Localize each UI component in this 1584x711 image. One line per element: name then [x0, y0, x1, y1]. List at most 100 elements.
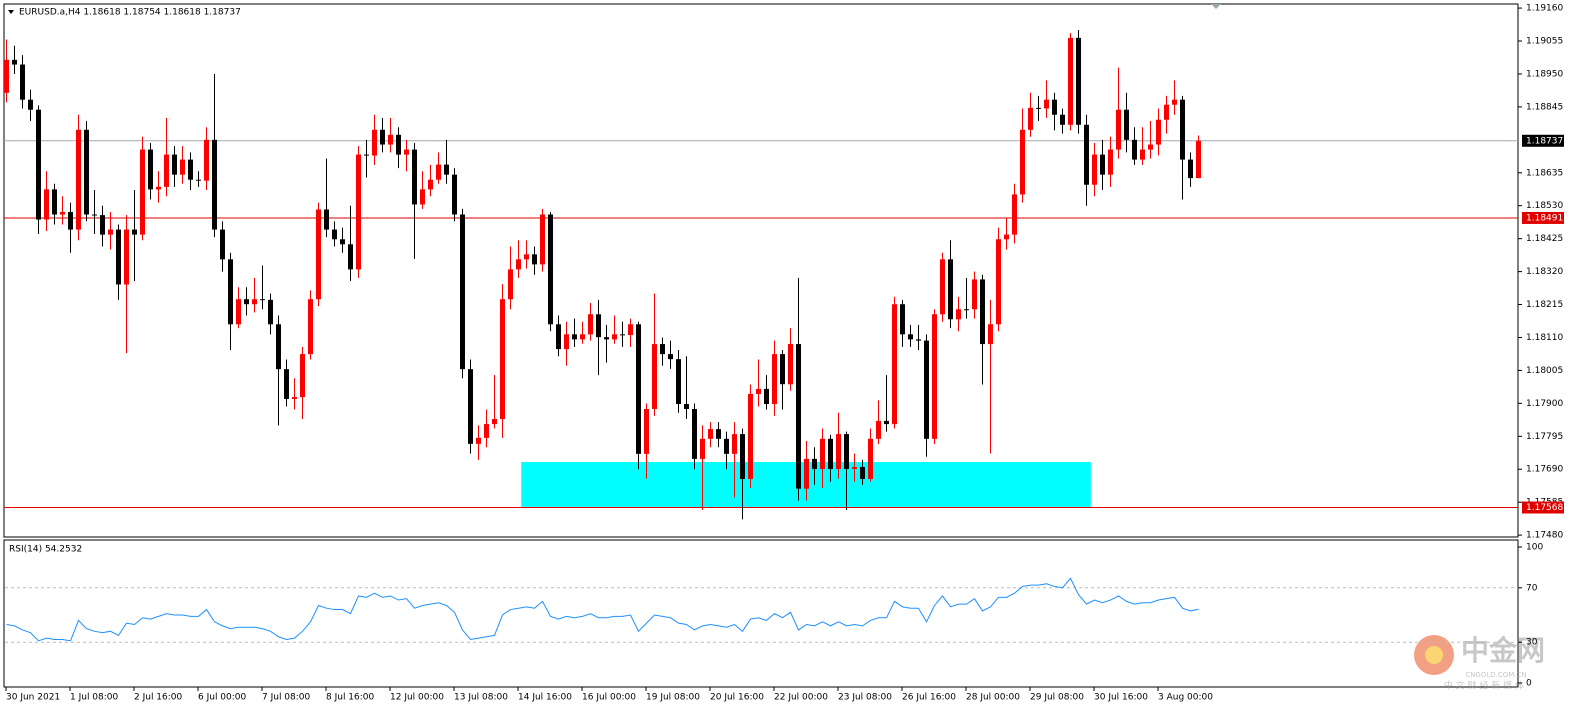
x-tick-label: 16 Jul 00:00 — [582, 693, 636, 703]
candle-body — [820, 438, 825, 469]
watermark-slogan: 中 文 财 经 新 媒 体 — [1444, 680, 1524, 692]
candle-body — [1060, 114, 1065, 125]
candle-body — [1012, 194, 1017, 235]
candle-body — [76, 129, 81, 230]
candle-body — [252, 299, 257, 305]
candle-body — [876, 420, 881, 439]
watermark-logo-inner — [1425, 646, 1443, 664]
candle-body — [652, 344, 657, 410]
candle-body — [716, 429, 721, 439]
candle-body — [1028, 107, 1033, 130]
candle-body — [60, 211, 65, 215]
candle-body — [1036, 107, 1041, 109]
candle-body — [484, 424, 489, 438]
candle-body — [12, 59, 17, 65]
x-tick-label: 1 Jul 08:00 — [70, 693, 119, 703]
candle-body — [828, 438, 833, 469]
candle-body — [428, 179, 433, 190]
candle-body — [1076, 37, 1081, 125]
candle-body — [156, 186, 161, 190]
x-tick-label: 3 Aug 00:00 — [1158, 693, 1213, 703]
y-tick-label: 1.18005 — [1526, 366, 1563, 376]
candle-body — [324, 209, 329, 230]
rsi-tick-label: 30 — [1526, 638, 1538, 648]
candle-body — [604, 337, 609, 340]
candle-body — [972, 279, 977, 310]
x-tick-label: 22 Jul 00:00 — [774, 693, 828, 703]
candle-body — [772, 354, 777, 404]
candle-body — [1196, 140, 1201, 179]
x-tick-label: 26 Jul 16:00 — [902, 693, 956, 703]
candle-body — [636, 324, 641, 454]
header: EURUSD.a,H4 1.18618 1.18754 1.18618 1.18… — [19, 8, 241, 18]
rsi-tick-label: 100 — [1526, 543, 1543, 553]
y-tick-label: 1.18530 — [1526, 201, 1563, 211]
y-tick-label: 1.18845 — [1526, 102, 1563, 112]
level-label: 1.18737 — [1526, 136, 1563, 146]
candle-body — [436, 164, 441, 180]
candle-body — [468, 369, 473, 444]
candle-body — [780, 354, 785, 385]
candle-body — [68, 211, 73, 230]
candle-body — [212, 139, 217, 230]
menu-triangle[interactable] — [8, 10, 14, 14]
candle-body — [92, 214, 97, 216]
candle-body — [372, 129, 377, 156]
candle-body — [1084, 124, 1089, 185]
candle-body — [412, 149, 417, 205]
rsi-panel — [3, 539, 1519, 688]
candle-body — [916, 339, 921, 341]
candle-body — [1004, 234, 1009, 240]
x-tick-label: 19 Jul 08:00 — [646, 693, 700, 703]
candle-body — [924, 340, 929, 439]
x-tick-label: 30 Jun 2021 — [6, 693, 60, 703]
candle-body — [660, 344, 665, 355]
candle-body — [532, 254, 537, 265]
candle-body — [308, 299, 313, 355]
candle-body — [1116, 109, 1121, 150]
candle-body — [444, 164, 449, 175]
candle-body — [244, 299, 249, 305]
candle-body — [1052, 99, 1057, 115]
candle-body — [1068, 37, 1073, 125]
candle-body — [332, 229, 337, 240]
candle-body — [404, 149, 409, 155]
x-tick-label: 20 Jul 16:00 — [710, 693, 764, 703]
candle-body — [132, 229, 137, 235]
candle-body — [180, 159, 185, 175]
candle-body — [668, 354, 673, 360]
candle-body — [764, 388, 769, 404]
x-tick-label: 29 Jul 08:00 — [1030, 693, 1084, 703]
watermark-name: 中金网 — [1461, 634, 1545, 667]
y-tick-label: 1.17690 — [1526, 465, 1563, 475]
candle-body — [612, 334, 617, 340]
candle-body — [1124, 109, 1129, 140]
candle-body — [884, 420, 889, 425]
candle-body — [812, 458, 817, 469]
y-tick-label: 1.18215 — [1526, 300, 1563, 310]
level-label-bg — [1522, 134, 1564, 147]
level-label: 1.17568 — [1526, 503, 1563, 513]
candle-body — [500, 299, 505, 420]
candle-body — [908, 334, 913, 340]
level-label: 1.18491 — [1526, 213, 1563, 223]
y-tick-label: 1.17900 — [1526, 399, 1563, 409]
candle-body — [20, 64, 25, 100]
candle-body — [140, 149, 145, 235]
candle-body — [724, 438, 729, 454]
candle-body — [316, 209, 321, 300]
rsi-tick-label: 0 — [1526, 679, 1532, 689]
candle-body — [948, 259, 953, 320]
candle-body — [4, 59, 9, 93]
candle-body — [620, 334, 625, 336]
candle-body — [988, 324, 993, 345]
candle-body — [364, 154, 369, 156]
x-tick-label: 12 Jul 00:00 — [390, 693, 444, 703]
x-tick-label: 7 Jul 08:00 — [262, 693, 311, 703]
watermark: 中金网 CNGOLD.COM.CN 中 文 财 经 新 媒 体 — [1414, 634, 1545, 692]
y-tick-label: 1.18950 — [1526, 69, 1563, 79]
candle-body — [796, 344, 801, 489]
x-tick-label: 28 Jul 00:00 — [966, 693, 1020, 703]
candle-body — [1172, 99, 1177, 105]
candle-body — [44, 189, 49, 220]
